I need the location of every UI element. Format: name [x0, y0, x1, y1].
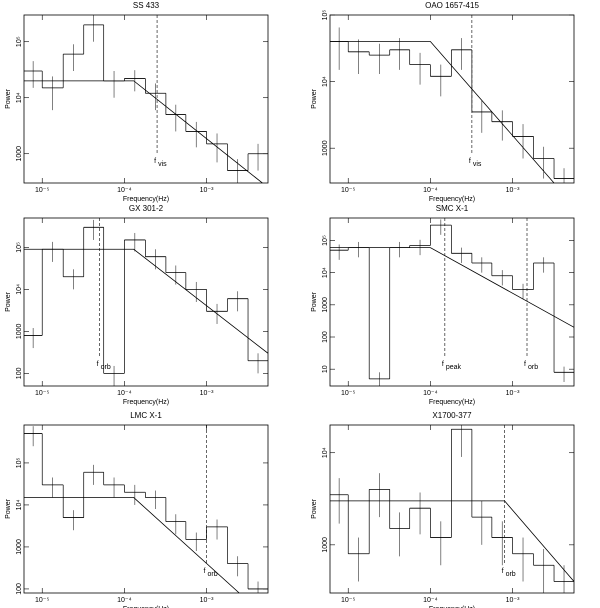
- panel-title: SS 433: [133, 1, 160, 10]
- y-axis-label: Power: [5, 88, 12, 109]
- x-tick-label: 10⁻⁵: [35, 187, 49, 194]
- y-tick-label: 10⁵: [16, 242, 23, 253]
- y-axis-label: Power: [5, 498, 12, 519]
- y-tick-label: 10⁴: [16, 284, 23, 295]
- y-tick-label: 10⁵: [16, 36, 23, 47]
- marker-label: f: [204, 568, 206, 575]
- y-tick-label: 10: [322, 365, 329, 373]
- y-axis-label: Power: [5, 291, 12, 312]
- model-line: [24, 497, 240, 593]
- plot-frame: [23, 424, 269, 594]
- panel: SMC X-1 Frequency(Hz) Power 10⁻⁵ 10⁻⁴ 10⁻³ 10⁵…: [311, 204, 575, 406]
- y-tick-label: 10⁵: [16, 457, 23, 468]
- panel-title: SMC X-1: [436, 204, 469, 213]
- plot-content: [24, 15, 268, 183]
- y-tick-label: 10⁴: [16, 500, 23, 511]
- x-tick-label: 10⁻³: [506, 187, 520, 194]
- x-tick-label: 10⁻⁴: [423, 597, 438, 604]
- y-tick-label: 1000: [16, 146, 23, 162]
- y-axis-label: Power: [311, 498, 318, 519]
- x-tick-label: 10⁻⁴: [117, 390, 132, 397]
- x-axis-label: Frequency(Hz): [429, 399, 475, 406]
- x-tick-label: 10⁻⁵: [341, 390, 355, 397]
- y-tick-label: 10⁵: [322, 10, 329, 21]
- x-tick-label: 10⁻³: [506, 390, 520, 397]
- x-tick-label: 10⁻³: [200, 390, 214, 397]
- plot-content: [330, 27, 574, 183]
- y-tick-label: 100: [16, 583, 23, 595]
- marker-label-sub: orb: [506, 571, 516, 578]
- marker-label-sub: peak: [446, 364, 462, 371]
- x-tick-label: 10⁻³: [506, 597, 520, 604]
- panel: OAO 1657-415 Frequency(Hz) Power 10⁻⁵ 10⁻⁴ 10…: [311, 1, 575, 203]
- plot-frame: [329, 14, 575, 184]
- x-tick-label: 10⁻⁵: [341, 597, 355, 604]
- plot-content: [24, 426, 268, 593]
- plot-content: [330, 425, 574, 593]
- y-tick-label: 1000: [322, 140, 329, 156]
- y-tick-label: 10⁵: [322, 235, 329, 246]
- marker-label-sub: orb: [528, 364, 538, 371]
- panel: GX 301-2 Frequency(Hz) Power 10⁻⁵ 10⁻⁴ 10⁻³ 10…: [5, 204, 269, 406]
- x-tick-label: 10⁻⁴: [117, 597, 132, 604]
- x-axis-label: Frequency(Hz): [123, 606, 169, 608]
- plot-frame: [23, 14, 269, 184]
- y-tick-label: 1000: [16, 539, 23, 555]
- model-line: [24, 80, 264, 183]
- x-tick-label: 10⁻³: [200, 187, 214, 194]
- marker-label: f: [97, 361, 99, 368]
- panel: X1700-377 Frequency(Hz) Power 10⁻⁵ 10⁻⁴ 10⁻³ 1…: [311, 411, 575, 608]
- marker-label: f: [442, 361, 444, 368]
- marker-label-sub: vis: [473, 161, 482, 168]
- y-tick-label: 1000: [16, 323, 23, 339]
- model-line: [330, 500, 574, 582]
- x-tick-label: 10⁻⁵: [341, 187, 355, 194]
- marker-label-sub: vis: [158, 161, 167, 168]
- x-tick-label: 10⁻⁵: [35, 597, 49, 604]
- plot-frame: [329, 217, 575, 387]
- y-axis-label: Power: [311, 291, 318, 312]
- y-tick-label: 10⁴: [16, 92, 23, 103]
- y-axis-label: Power: [311, 88, 318, 109]
- plot-content: [24, 219, 268, 386]
- panel-title: GX 301-2: [129, 204, 164, 213]
- x-axis-label: Frequency(Hz): [429, 196, 475, 203]
- plot-frame: [329, 424, 575, 594]
- panel-title: X1700-377: [432, 411, 472, 420]
- model-line: [330, 247, 574, 328]
- x-axis-label: Frequency(Hz): [123, 196, 169, 203]
- model-line: [24, 248, 268, 354]
- marker-label-sub: orb: [208, 571, 218, 578]
- panel-title: LMC X-1: [130, 411, 162, 420]
- marker-label: f: [154, 158, 156, 165]
- y-tick-label: 1000: [322, 537, 329, 553]
- plot-content: [330, 219, 574, 386]
- marker-label: f: [469, 158, 471, 165]
- panel: LMC X-1 Frequency(Hz) Power 10⁻⁵ 10⁻⁴ 10⁻³ 10⁵…: [5, 411, 269, 608]
- x-tick-label: 10⁻⁵: [35, 390, 49, 397]
- y-tick-label: 1000: [322, 297, 329, 313]
- marker-label: f: [524, 361, 526, 368]
- y-tick-label: 10⁴: [322, 76, 329, 87]
- x-tick-label: 10⁻⁴: [117, 187, 132, 194]
- model-line: [330, 41, 555, 183]
- y-tick-label: 10⁴: [322, 267, 329, 278]
- x-tick-label: 10⁻⁴: [423, 390, 438, 397]
- panel-title: OAO 1657-415: [425, 1, 479, 10]
- marker-label-sub: orb: [101, 364, 111, 371]
- x-axis-label: Frequency(Hz): [429, 606, 475, 608]
- panel: SS 433 Frequency(Hz) Power 10⁻⁵ 10⁻⁴ 10⁻³ 10⁵ 1…: [5, 1, 269, 203]
- y-tick-label: 10⁴: [322, 447, 329, 458]
- y-tick-label: 100: [322, 331, 329, 343]
- x-tick-label: 10⁻⁴: [423, 187, 438, 194]
- x-axis-label: Frequency(Hz): [123, 399, 169, 406]
- plot-frame: [23, 217, 269, 387]
- y-tick-label: 100: [16, 367, 23, 379]
- marker-label: f: [502, 568, 504, 575]
- x-tick-label: 10⁻³: [200, 597, 214, 604]
